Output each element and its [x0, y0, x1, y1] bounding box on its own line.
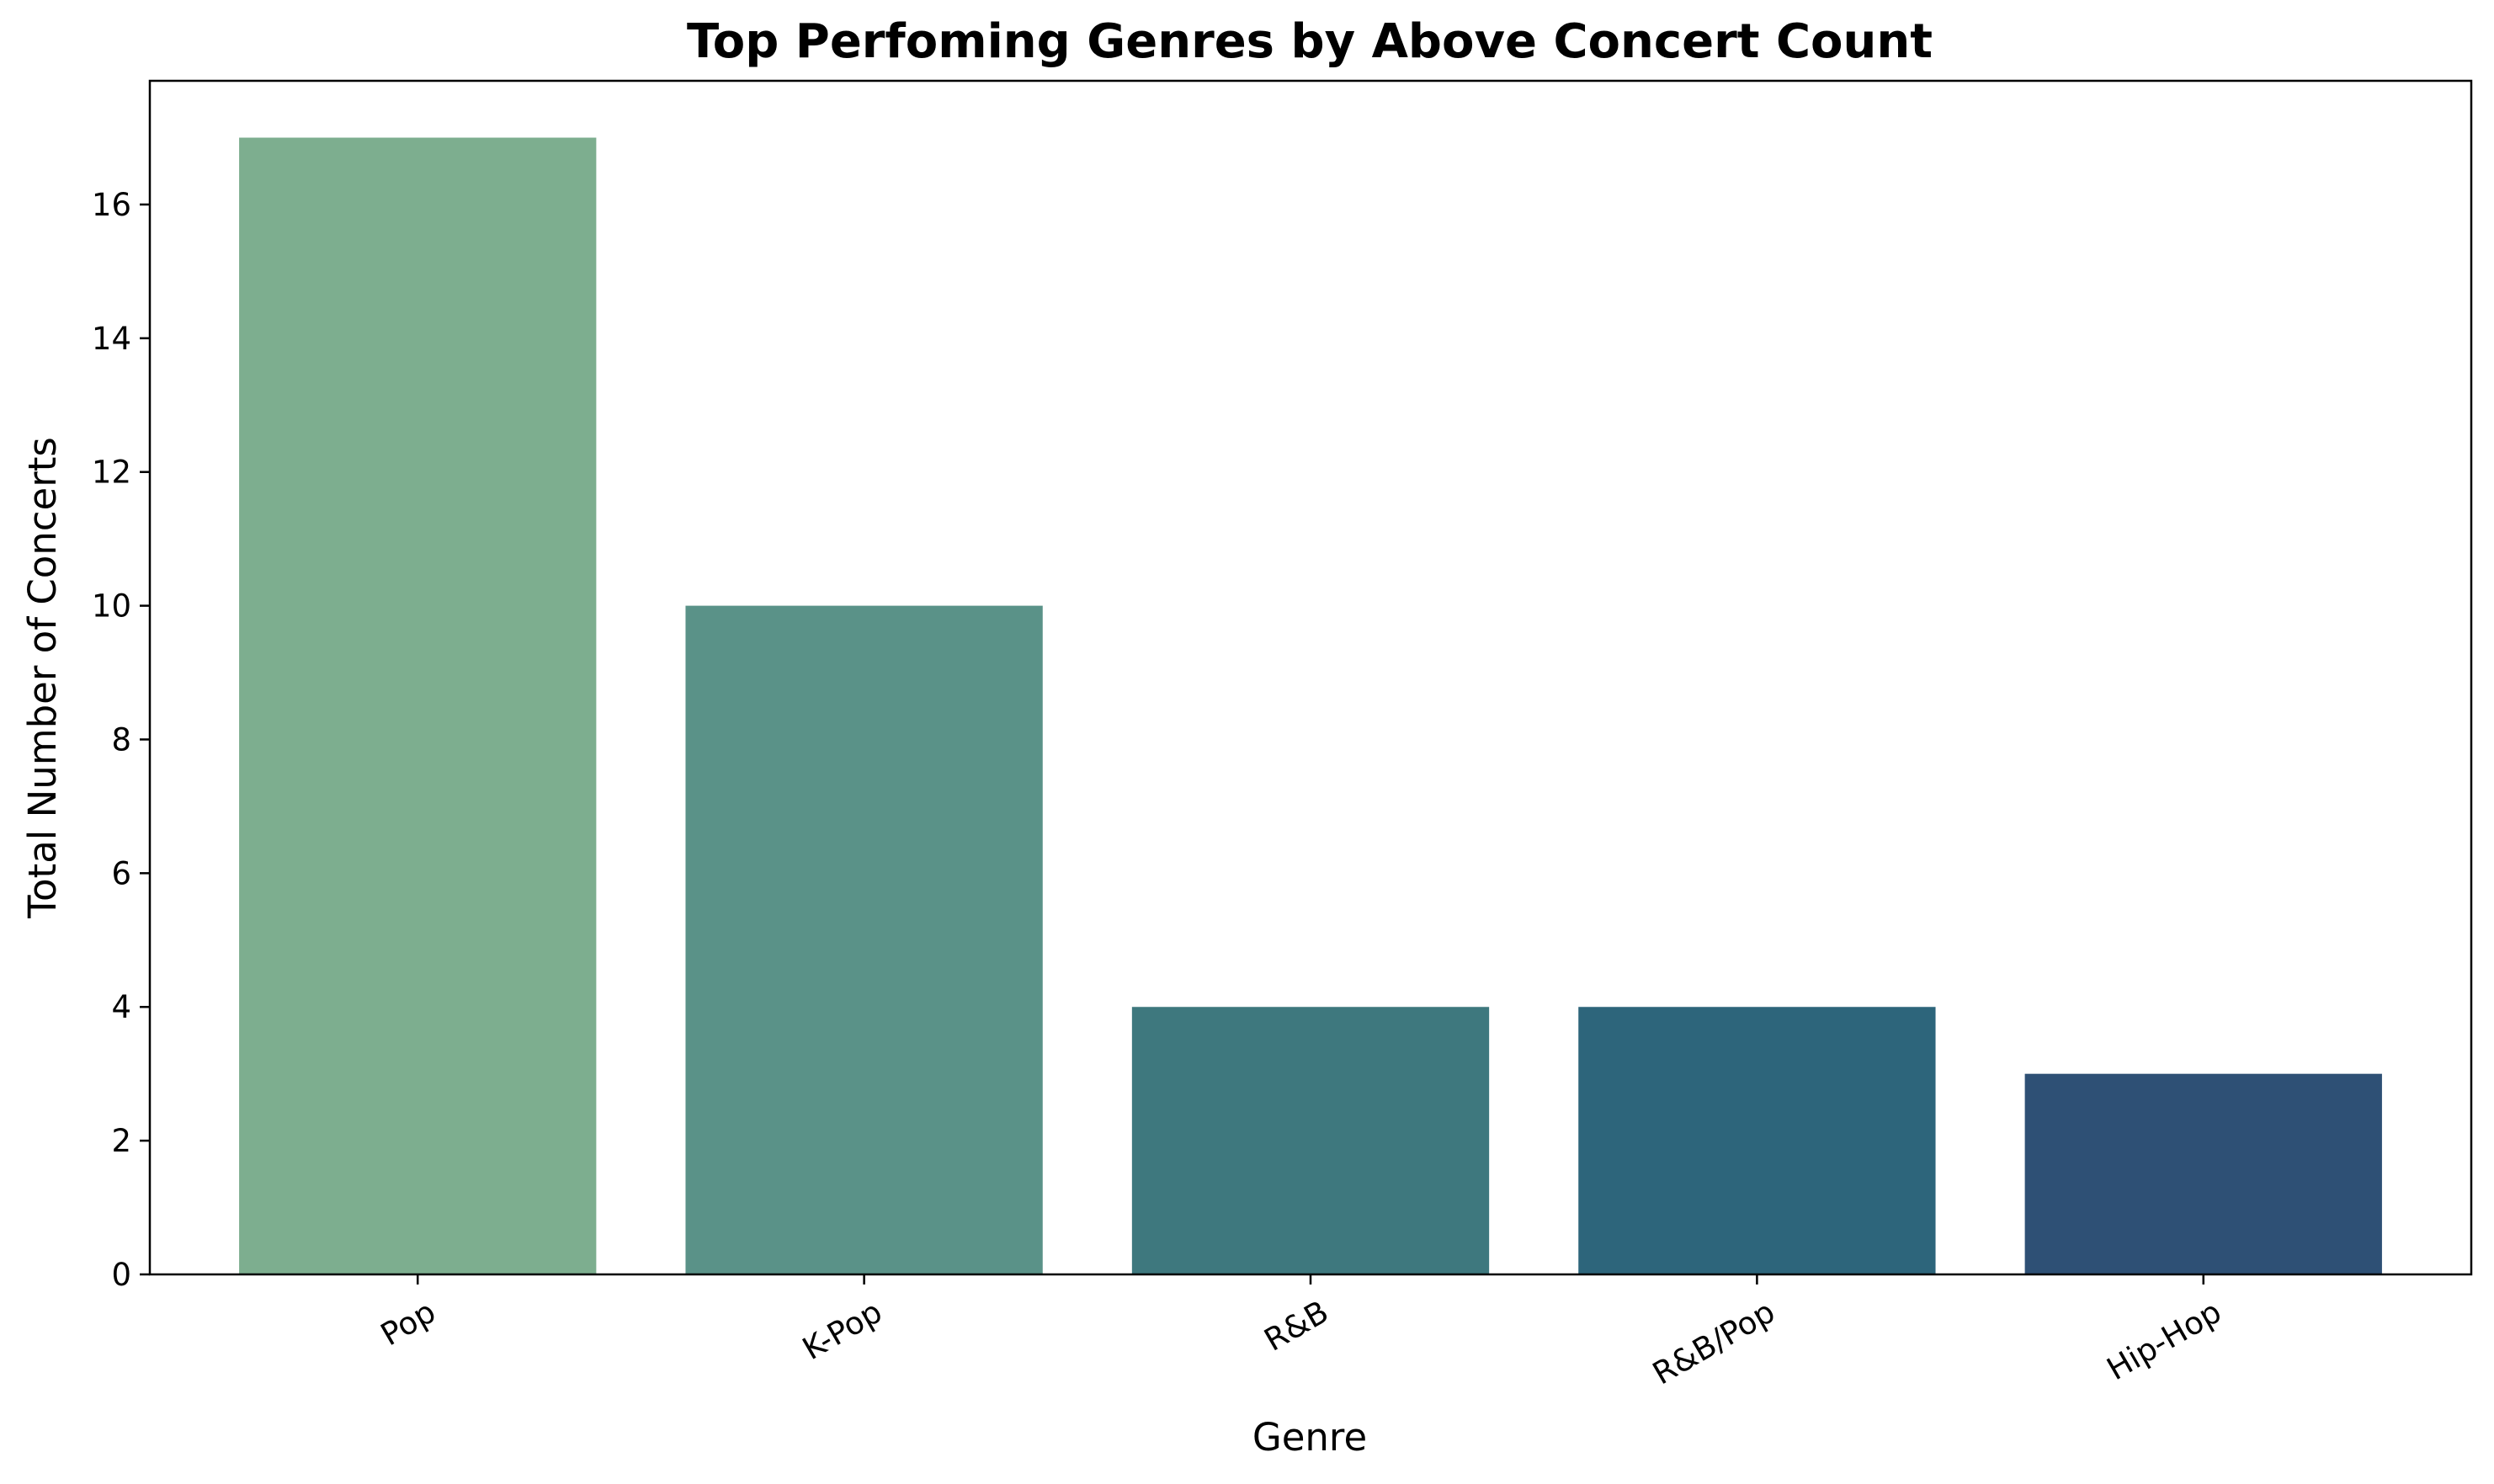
- bar-group: [239, 137, 2382, 1274]
- y-tick-label: 10: [92, 588, 131, 625]
- y-tick-label: 12: [92, 455, 131, 491]
- y-tick-label: 0: [111, 1257, 131, 1293]
- x-tick-label: R&B: [1258, 1294, 1335, 1359]
- plot-frame: [148, 79, 2473, 1276]
- bar-r-b: [1131, 1007, 1490, 1274]
- x-axis-label: Genre: [1252, 1415, 1367, 1460]
- x-tick-label: Pop: [375, 1294, 442, 1354]
- bar-k-pop: [685, 605, 1043, 1274]
- y-tick-label: 4: [111, 989, 131, 1025]
- x-tick-label: R&B/Pop: [1646, 1294, 1781, 1392]
- y-tick-label: 14: [92, 321, 131, 357]
- bar-r-b-pop: [1578, 1007, 1936, 1274]
- y-tick-label: 16: [92, 187, 131, 223]
- y-axis-label: Total Number of Concerts: [20, 437, 65, 919]
- x-tick-label: Hip-Hop: [2101, 1294, 2227, 1388]
- bar-hip-hop: [2024, 1073, 2382, 1274]
- y-tick-label: 2: [111, 1123, 131, 1159]
- bar-pop: [239, 137, 597, 1274]
- chart-title: Top Perfoming Genres by Above Concert Co…: [687, 14, 1933, 69]
- y-axis: 0 2 4 6 8 10 12 14 16: [92, 187, 150, 1293]
- y-tick-label: 8: [111, 721, 131, 758]
- x-tick-label: K-Pop: [796, 1294, 888, 1368]
- x-axis: Pop K-Pop R&B R&B/Pop Hip-Hop: [375, 1274, 2227, 1392]
- y-tick-label: 6: [111, 855, 131, 891]
